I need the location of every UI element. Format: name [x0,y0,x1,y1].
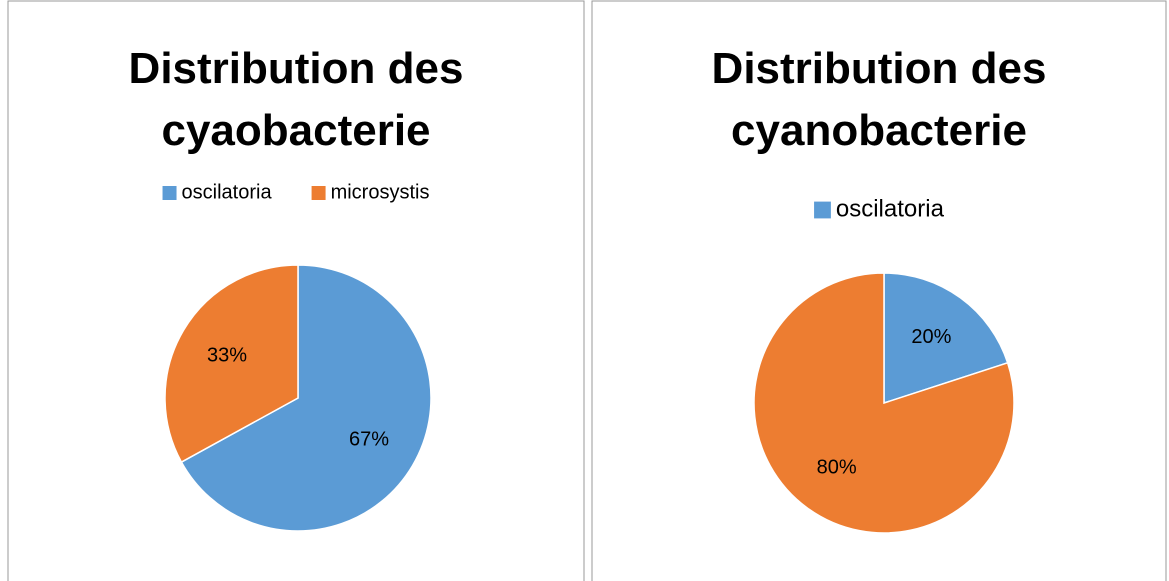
data-label: 67% [349,428,389,450]
pie-slice [883,272,1009,405]
legend-swatch [311,186,326,200]
panel-border [7,0,585,581]
data-label: 80% [817,456,857,478]
chart-title: Distribution des cyanobacterie [711,44,1047,155]
data-label: 33% [207,344,247,366]
legend-label: oscilatoria [836,195,945,222]
pie-slice [164,264,299,464]
legend-swatch [162,186,177,200]
legend-label: oscilatoria [182,181,273,203]
data-label: 20% [911,326,951,348]
pie-slice [753,272,1015,534]
legend-swatch [814,201,831,219]
chart-title: Distribution des cyaobacterie [128,44,464,155]
legend-label: microsystis [331,181,430,203]
pie-slice [180,264,432,532]
panel-border [591,0,1167,581]
